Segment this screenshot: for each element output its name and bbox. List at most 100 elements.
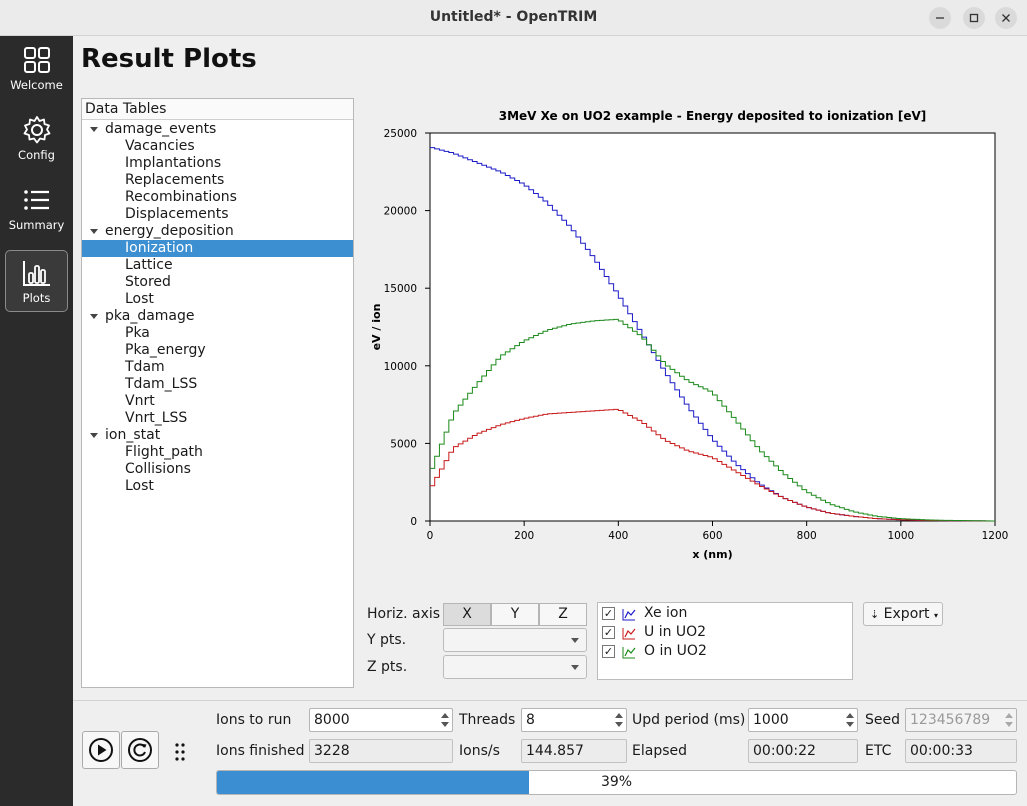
tree-group-label: pka_damage	[105, 308, 195, 324]
title-bar: Untitled* - OpenTRIM	[0, 0, 1027, 36]
tree-item[interactable]: Lost	[82, 291, 353, 308]
tree-item[interactable]: Ionization	[82, 240, 353, 257]
drag-handle-icon[interactable]	[174, 742, 186, 764]
tree-group-label: ion_stat	[105, 427, 161, 443]
tree-group-label: damage_events	[105, 121, 217, 137]
tree-item[interactable]: Tdam_LSS	[82, 376, 353, 393]
tree-item-label: Recombinations	[125, 189, 237, 205]
tree-item[interactable]: Replacements	[82, 172, 353, 189]
tree-item-label: Stored	[125, 274, 171, 290]
checkbox-xe[interactable]: ✓	[602, 607, 615, 620]
tree-group[interactable]: pka_damage	[82, 308, 353, 325]
tree-group[interactable]: ion_stat	[82, 427, 353, 444]
y-tick-label: 5000	[390, 438, 417, 450]
y-tick-label: 15000	[384, 283, 417, 295]
spin-arrows-icon[interactable]	[440, 711, 450, 729]
axis-z-button[interactable]: Z	[539, 603, 587, 626]
tree-item[interactable]: Tdam	[82, 359, 353, 376]
etc-label: ETC	[865, 743, 892, 759]
series-line-1	[430, 408, 995, 522]
expand-arrow-icon[interactable]	[90, 314, 98, 319]
sidebar: Welcome Config Summary Plots	[0, 36, 73, 806]
spin-arrows-icon[interactable]	[614, 711, 624, 729]
checkbox-u[interactable]: ✓	[602, 626, 615, 639]
seed-input[interactable]: 123456789	[905, 708, 1017, 732]
progress-fill	[217, 771, 529, 794]
run-button[interactable]	[82, 731, 120, 769]
upd-period-input[interactable]: 1000	[748, 708, 858, 732]
gear-icon	[23, 116, 50, 144]
y-pts-select[interactable]	[443, 628, 587, 652]
y-pts-label: Y pts.	[367, 632, 407, 648]
legend-label: U in UO2	[644, 624, 707, 640]
threads-input[interactable]: 8	[521, 708, 627, 732]
tree-item[interactable]: Lattice	[82, 257, 353, 274]
z-pts-select[interactable]	[443, 655, 587, 679]
expand-arrow-icon[interactable]	[90, 433, 98, 438]
tree-item[interactable]: Stored	[82, 274, 353, 291]
series-legend: ✓ Xe ion ✓ U in UO2 ✓ O in UO2	[597, 602, 853, 680]
y-tick-label: 25000	[384, 128, 417, 140]
ions-to-run-label: Ions to run	[216, 712, 292, 728]
tree-item[interactable]: Pka_energy	[82, 342, 353, 359]
spin-arrows-icon[interactable]	[845, 711, 855, 729]
checkbox-o[interactable]: ✓	[602, 645, 615, 658]
chevron-down-icon: ▾	[933, 611, 938, 620]
axis-y-button[interactable]: Y	[491, 603, 539, 626]
chevron-down-icon	[571, 665, 579, 670]
ions-to-run-input[interactable]: 8000	[309, 708, 453, 732]
y-axis-label: eV / ion	[370, 304, 383, 351]
reset-button[interactable]	[121, 731, 159, 769]
tree-item[interactable]: Pka	[82, 325, 353, 342]
sidebar-item-config[interactable]: Config	[5, 108, 68, 170]
tree-item[interactable]: Vnrt	[82, 393, 353, 410]
tree-item-label: Lost	[125, 478, 154, 494]
sidebar-item-summary[interactable]: Summary	[5, 178, 68, 240]
series-line-2	[430, 318, 995, 522]
plot-frame	[429, 132, 996, 522]
z-pts-label: Z pts.	[367, 659, 408, 675]
export-label: Export	[883, 606, 930, 622]
page-title: Result Plots	[81, 44, 257, 74]
y-tick-label: 0	[410, 516, 417, 528]
tree-item-label: Vnrt_LSS	[125, 410, 188, 426]
tree-item[interactable]: Lost	[82, 478, 353, 495]
tree-item-label: Lattice	[125, 257, 173, 273]
bar-chart-icon	[22, 261, 50, 286]
play-icon	[89, 738, 113, 762]
tree-item[interactable]: Implantations	[82, 155, 353, 172]
maximize-button[interactable]	[963, 7, 985, 29]
tree-item-label: Flight_path	[125, 444, 203, 460]
sidebar-item-welcome[interactable]: Welcome	[5, 38, 68, 100]
axis-x-button[interactable]: X	[443, 603, 491, 626]
ions-per-s-label: Ions/s	[459, 743, 500, 759]
tree-item[interactable]: Flight_path	[82, 444, 353, 461]
expand-arrow-icon[interactable]	[90, 127, 98, 132]
minimize-button[interactable]	[929, 7, 951, 29]
x-tick-label: 400	[608, 530, 628, 542]
spin-arrows-icon[interactable]	[1004, 711, 1014, 729]
tree-item[interactable]: Vnrt_LSS	[82, 410, 353, 427]
close-button[interactable]	[995, 7, 1017, 29]
export-button[interactable]: ⇣ Export ▾	[863, 602, 943, 626]
tree-item[interactable]: Collisions	[82, 461, 353, 478]
sidebar-label-plots: Plots	[22, 291, 51, 305]
sidebar-item-plots[interactable]: Plots	[5, 250, 68, 312]
tree-item-label: Lost	[125, 291, 154, 307]
refresh-icon	[128, 738, 152, 762]
legend-label: O in UO2	[644, 643, 707, 659]
tree-group[interactable]: damage_events	[82, 121, 353, 138]
tree-item[interactable]: Displacements	[82, 206, 353, 223]
chart-title: 3MeV Xe on UO2 example - Energy deposite…	[499, 109, 927, 123]
window-title: Untitled* - OpenTRIM	[429, 9, 598, 25]
tree-group[interactable]: energy_deposition	[82, 223, 353, 240]
seed-label: Seed	[865, 712, 900, 728]
etc-value: 00:00:33	[905, 739, 1017, 763]
line-series-icon	[622, 609, 636, 621]
tree-item[interactable]: Recombinations	[82, 189, 353, 206]
expand-arrow-icon[interactable]	[90, 229, 98, 234]
minimize-icon	[936, 17, 944, 19]
tree-item[interactable]: Vacancies	[82, 138, 353, 155]
tree-group-label: energy_deposition	[105, 223, 234, 239]
sidebar-label-config: Config	[18, 148, 55, 162]
